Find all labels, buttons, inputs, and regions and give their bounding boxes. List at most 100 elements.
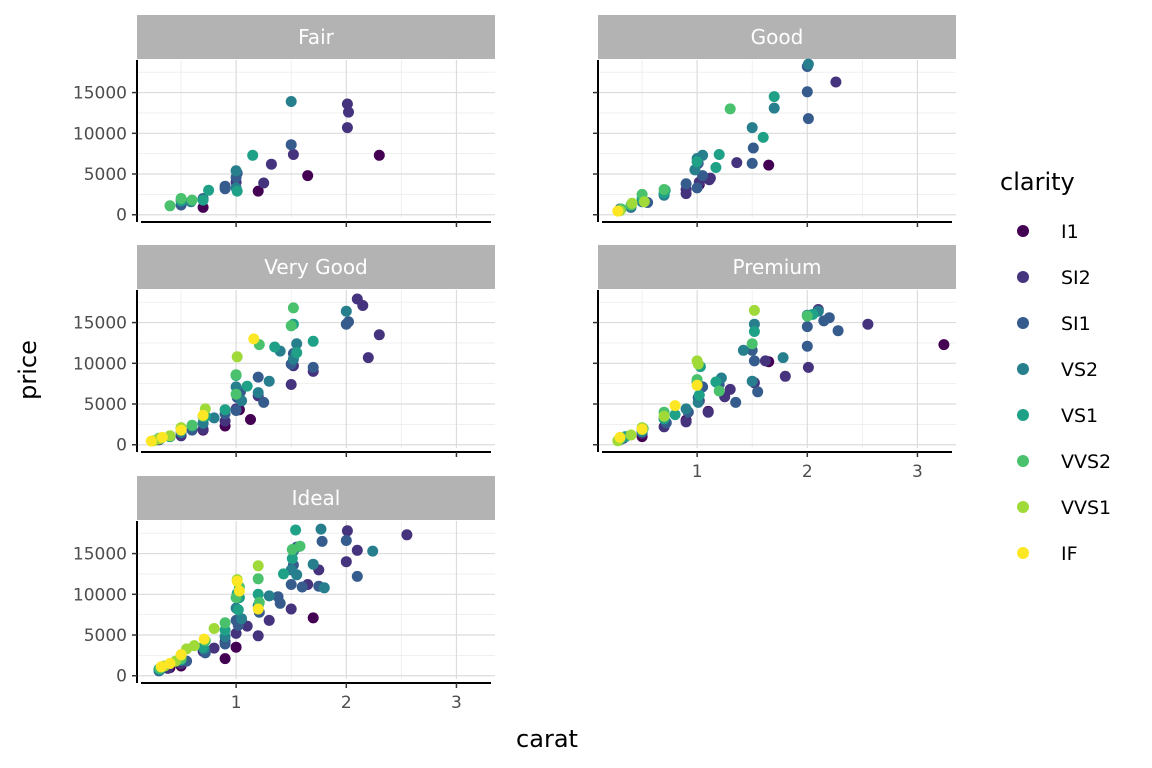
data-point: [802, 113, 814, 125]
data-point: [713, 385, 725, 397]
data-point: [832, 325, 844, 337]
data-point: [340, 535, 352, 546]
legend-key-vs1: [1017, 409, 1029, 421]
data-point: [241, 380, 253, 392]
y-tick-label: 0: [116, 667, 127, 687]
data-point: [802, 361, 814, 373]
data-point: [779, 370, 791, 382]
data-point: [231, 575, 243, 587]
data-point: [230, 405, 242, 416]
data-point: [263, 375, 275, 387]
data-point: [278, 568, 289, 580]
panel-ideal: Ideal 0 5000 10000 15000 1 2 3: [73, 476, 495, 713]
data-point: [291, 347, 303, 359]
data-point: [285, 379, 297, 390]
data-point: [231, 351, 243, 363]
legend-label-vs1: VS1: [1061, 405, 1098, 427]
y-tick-label: 0: [116, 436, 127, 456]
facet-strip: [598, 15, 956, 59]
legend-label-i1: I1: [1061, 221, 1079, 243]
data-point: [746, 122, 758, 134]
facet-strip: [137, 15, 495, 59]
data-point: [730, 396, 742, 408]
data-point: [252, 603, 264, 615]
data-point: [669, 400, 681, 412]
data-point: [232, 604, 244, 616]
data-point: [285, 320, 297, 332]
data-point: [208, 623, 220, 634]
data-point: [373, 149, 385, 161]
data-point: [830, 76, 842, 88]
y-tick-label: 5000: [84, 165, 127, 185]
data-point: [702, 406, 714, 418]
data-point: [680, 416, 692, 428]
legend-label-vs2: VS2: [1061, 359, 1098, 381]
data-point: [763, 159, 775, 171]
facet-strip: [137, 476, 495, 520]
data-point: [186, 419, 198, 431]
data-point: [340, 318, 352, 330]
y-tick-label: 10000: [73, 124, 127, 144]
data-point: [692, 358, 704, 370]
data-point: [625, 429, 637, 441]
panel-very-good: Very Good 0 5000 10000 15000: [73, 245, 495, 457]
x-tick-label: 1: [692, 462, 703, 482]
data-point: [307, 361, 319, 373]
data-point: [247, 149, 259, 161]
data-point: [230, 369, 242, 381]
legend-key-si1: [1017, 317, 1029, 329]
legend-key-vvs1: [1017, 501, 1029, 513]
data-point: [307, 558, 319, 570]
data-point: [286, 553, 298, 564]
facet-label: Fair: [298, 25, 334, 49]
y-tick-label: 5000: [84, 626, 127, 646]
data-point: [777, 352, 789, 364]
data-point: [230, 641, 242, 653]
data-point: [748, 304, 760, 316]
facet-label: Good: [751, 25, 804, 49]
facet-label: Premium: [733, 255, 822, 279]
y-tick-label: 10000: [73, 354, 127, 374]
data-point: [340, 556, 352, 568]
data-point: [801, 310, 813, 322]
data-point: [680, 188, 692, 200]
data-point: [746, 338, 758, 350]
data-point: [746, 375, 758, 387]
data-point: [219, 404, 231, 416]
data-point: [938, 339, 950, 351]
facet-label: Very Good: [264, 255, 368, 279]
data-point: [351, 544, 363, 556]
data-point: [252, 560, 264, 572]
data-point: [230, 165, 242, 177]
data-point: [265, 158, 277, 170]
data-point: [724, 103, 736, 115]
data-point: [801, 86, 813, 98]
data-point: [626, 197, 638, 209]
data-point: [252, 573, 264, 585]
data-point: [258, 177, 270, 189]
x-tick-label: 2: [341, 693, 352, 713]
data-point: [658, 184, 670, 195]
data-point: [197, 409, 209, 421]
y-axis-title: price: [14, 340, 42, 400]
data-point: [219, 617, 231, 629]
data-point: [290, 524, 302, 536]
data-point: [691, 156, 703, 168]
data-point: [818, 315, 830, 327]
legend-key-si2: [1017, 271, 1029, 283]
data-point: [373, 329, 385, 341]
data-point: [164, 200, 176, 212]
data-point: [286, 544, 298, 555]
data-point: [748, 326, 760, 337]
x-tick-label: 2: [802, 462, 813, 482]
data-point: [198, 633, 210, 645]
data-point: [285, 96, 297, 107]
data-point: [697, 170, 709, 182]
data-point: [274, 597, 286, 609]
data-point: [367, 545, 379, 557]
data-point: [145, 435, 157, 447]
data-point: [307, 335, 319, 347]
data-point: [801, 321, 813, 333]
legend-key-if: [1017, 547, 1029, 559]
